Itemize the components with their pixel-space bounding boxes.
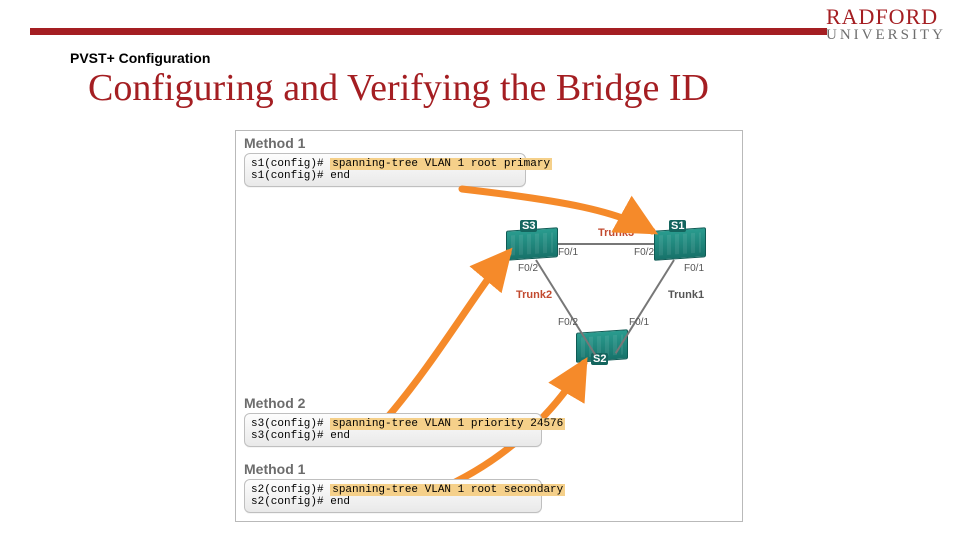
method2-label: Method 2 — [244, 395, 305, 411]
cli-prompt: s2(config)# — [251, 484, 330, 496]
diagram-frame: Method 1 s1(config)# spanning-tree VLAN … — [235, 130, 743, 522]
cli-line: s2(config)# end — [251, 496, 535, 508]
cli-prompt: s3(config)# — [251, 430, 330, 442]
logo-top: RADFORD — [826, 6, 946, 28]
cli-cmd: spanning-tree VLAN 1 priority 24576 — [330, 418, 565, 430]
cli-prompt: s2(config)# — [251, 496, 330, 508]
cli-line: s3(config)# spanning-tree VLAN 1 priorit… — [251, 418, 535, 430]
method3-label: Method 1 — [244, 461, 305, 477]
cli-cmd: spanning-tree VLAN 1 root secondary — [330, 484, 565, 496]
cli-block-3: s2(config)# spanning-tree VLAN 1 root se… — [244, 479, 542, 513]
cli-cmd: end — [330, 430, 350, 442]
page-title: Configuring and Verifying the Bridge ID — [88, 66, 709, 110]
logo-bottom: UNIVERSITY — [826, 28, 946, 43]
arrows-layer — [236, 131, 744, 523]
cli-block-2: s3(config)# spanning-tree VLAN 1 priorit… — [244, 413, 542, 447]
breadcrumb: PVST+ Configuration — [70, 50, 210, 66]
arrow-cli2-to-s3 — [386, 253, 508, 419]
cli-prompt: s3(config)# — [251, 418, 330, 430]
header-rule — [30, 28, 827, 35]
cli-line: s3(config)# end — [251, 430, 535, 442]
cli-line: s2(config)# spanning-tree VLAN 1 root se… — [251, 484, 535, 496]
cli-cmd: end — [330, 496, 350, 508]
logo: RADFORD UNIVERSITY — [826, 6, 946, 43]
arrow-cli1-to-s1 — [462, 189, 652, 231]
